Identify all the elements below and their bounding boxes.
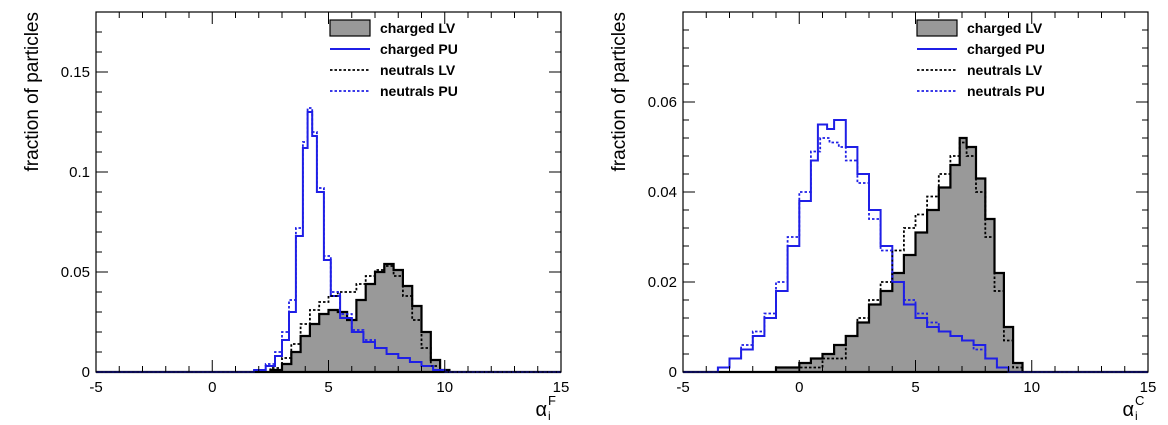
legend-label: charged LV [380, 20, 456, 36]
x-axis-label-sub: i [548, 409, 551, 423]
series-charged-pu-line [683, 119, 1148, 373]
legend-label: charged PU [380, 41, 458, 57]
y-tick-label: 0.04 [648, 184, 677, 201]
legend-label: neutrals PU [380, 83, 458, 99]
y-tick-label: 0.15 [61, 64, 90, 81]
y-axis-label: fraction of particles [609, 12, 630, 171]
x-axis-label-sup: F [548, 393, 556, 408]
x-axis-label-sup: C [1135, 393, 1144, 408]
x-tick-label: -5 [89, 379, 102, 396]
y-tick-label: 0.06 [648, 94, 677, 111]
series-charged-lv-line [96, 262, 561, 374]
y-tick-label: 0.1 [69, 164, 90, 181]
x-tick-label: 0 [795, 379, 803, 396]
x-axis-label-sub: i [1135, 409, 1138, 423]
legend-label: neutrals LV [380, 62, 456, 78]
x-tick-label: 15 [1140, 379, 1157, 396]
x-tick-label: 10 [436, 379, 453, 396]
x-tick-label: 10 [1023, 379, 1040, 396]
y-axis-label: fraction of particles [22, 12, 43, 171]
x-axis-label: α [1122, 399, 1134, 421]
legend-swatch-filled [329, 19, 371, 37]
legend-swatch-filled [916, 19, 958, 37]
y-tick-label: 0.02 [648, 274, 677, 291]
legend: charged LV charged PU neutrals LV neutrals … [329, 19, 458, 99]
legend-label: charged PU [967, 41, 1045, 57]
legend: charged LV charged PU neutrals LV neutrals … [916, 19, 1045, 99]
legend-label: neutrals LV [967, 62, 1043, 78]
x-tick-label: 5 [324, 379, 332, 396]
x-axis-label: α [535, 399, 547, 421]
x-tick-label: -5 [676, 379, 689, 396]
legend-label: charged LV [967, 20, 1043, 36]
x-tick-label: 5 [911, 379, 919, 396]
series-neutrals-pu-line [96, 107, 561, 373]
y-tick-label: 0 [82, 364, 90, 381]
legend-label: neutrals PU [967, 83, 1045, 99]
series-neutrals-pu-line [683, 137, 1148, 373]
series-neutrals-lv-line [683, 141, 1148, 373]
y-tick-label: 0 [669, 364, 677, 381]
y-tick-label: 0.05 [61, 264, 90, 281]
x-tick-label: 15 [553, 379, 570, 396]
series-neutrals-lv-line [96, 265, 561, 373]
x-tick-label: 0 [208, 379, 216, 396]
